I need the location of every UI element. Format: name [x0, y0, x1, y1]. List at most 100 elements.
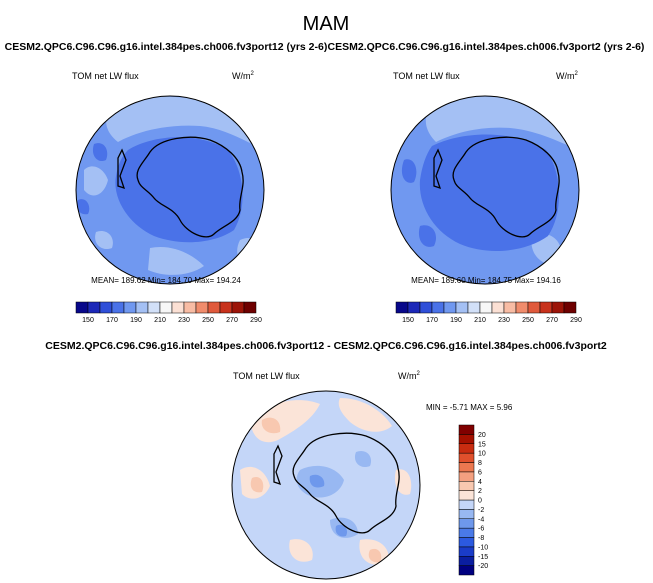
- right-colorbar-tick-label: 210: [474, 317, 486, 324]
- diff-colorbar-tick-label: -4: [478, 516, 484, 523]
- diff-colorbar-tick-label: 15: [478, 441, 486, 448]
- right-colorbar-swatch-12: [539, 301, 553, 314]
- left-colorbar-swatch-11: [207, 301, 221, 314]
- right-colorbar-tick-label: 170: [426, 317, 438, 324]
- diff-colorbar-swatch-2: [458, 546, 475, 557]
- left-antarctica-coast: [117, 136, 244, 238]
- panel-difference: CESM2.QPC6.C96.C96.g16.intel.384pes.ch00…: [45, 340, 607, 580]
- diff-colorbar-swatch-13: [458, 443, 475, 454]
- left-case-title: CESM2.QPC6.C96.C96.g16.intel.384pes.ch00…: [5, 41, 328, 53]
- left-colorbar-tick-label: 170: [106, 317, 118, 324]
- diff-colorbar-swatch-11: [458, 462, 475, 473]
- diff-colorbar-swatch-6: [458, 509, 475, 519]
- diff-colorbar-swatch-0: [458, 565, 475, 576]
- left-colorbar-tick-label: 150: [82, 317, 94, 324]
- diff-map-cool-regions: [296, 450, 372, 538]
- right-colorbar-swatch-1: [407, 301, 421, 314]
- left-stats: MEAN= 189.62 Min= 184.70 Max= 194.24: [91, 276, 241, 285]
- panel-right: CESM2.QPC6.C96.C96.g16.intel.384pes.ch00…: [328, 41, 645, 324]
- left-map-border: [75, 95, 265, 285]
- diff-map: [232, 391, 420, 579]
- right-colorbar-swatch-8: [491, 301, 505, 314]
- diff-colorbar-tick-label: -20: [478, 563, 488, 570]
- diff-map-border: [231, 390, 421, 580]
- left-colorbar-swatch-5: [135, 301, 149, 314]
- diff-colorbar-swatch-7: [458, 499, 475, 510]
- right-units-label: W/m2: [556, 71, 579, 81]
- diff-colorbar-tick-label: 10: [478, 451, 486, 458]
- left-map-darker-patch: [76, 143, 108, 215]
- left-colorbar-swatch-1: [87, 301, 101, 314]
- diff-colorbar-tick-label: 20: [478, 432, 486, 439]
- diff-colorbar-tick-label: -6: [478, 526, 484, 533]
- right-map: [391, 96, 579, 284]
- left-colorbar-swatch-3: [111, 301, 125, 314]
- right-colorbar-swatch-13: [551, 301, 565, 314]
- right-variable-label: TOM net LW flux: [393, 71, 460, 81]
- left-colorbar-tick-label: 210: [154, 317, 166, 324]
- right-colorbar-tick-label: 150: [402, 317, 414, 324]
- right-colorbar-swatch-6: [467, 301, 481, 314]
- left-colorbar-tick-label: 230: [178, 317, 190, 324]
- diff-colorbar-swatch-14: [458, 434, 475, 444]
- right-colorbar-swatch-7: [479, 301, 493, 314]
- diff-colorbar-swatch-4: [458, 527, 475, 538]
- right-colorbar-swatch-3: [431, 301, 445, 314]
- diff-colorbar-tick-label: -15: [478, 554, 488, 561]
- diff-colorbar-swatch-10: [458, 471, 475, 482]
- left-map-darker-region: [115, 137, 243, 243]
- left-colorbar-swatch-8: [171, 301, 185, 314]
- left-colorbar-swatch-0: [75, 301, 89, 314]
- left-map-lighter-patch-2: [95, 230, 204, 275]
- diff-colorbar-swatch-15: [458, 424, 475, 435]
- left-colorbar: 150 170 190 210 230 250 270 290: [75, 301, 262, 324]
- right-colorbar-swatch-11: [527, 301, 541, 314]
- diff-colorbar-tick-label: 4: [478, 479, 482, 486]
- right-colorbar-swatch-14: [563, 301, 577, 314]
- diff-stats: MIN = -5.71 MAX = 5.96: [426, 403, 513, 412]
- left-units-label: W/m2: [232, 71, 255, 81]
- diff-colorbar-swatch-12: [458, 452, 475, 463]
- right-stats: MEAN= 189.60 Min= 184.75 Max= 194.16: [411, 276, 561, 285]
- right-case-title: CESM2.QPC6.C96.C96.g16.intel.384pes.ch00…: [328, 41, 645, 53]
- diff-colorbar-tick-label: 8: [478, 460, 482, 467]
- diff-antarctica-coast: [273, 432, 400, 534]
- diff-colorbar-tick-label: -2: [478, 507, 484, 514]
- right-colorbar-swatch-2: [419, 301, 433, 314]
- right-colorbar-tick-label: 290: [570, 317, 582, 324]
- right-antarctica-coast: [433, 136, 560, 238]
- diff-colorbar-tick-label: 0: [478, 498, 482, 505]
- diff-colorbar-swatch-5: [458, 518, 475, 529]
- diff-title: CESM2.QPC6.C96.C96.g16.intel.384pes.ch00…: [45, 340, 607, 352]
- diff-colorbar-tick-label: -8: [478, 535, 484, 542]
- right-colorbar-swatch-4: [443, 301, 457, 314]
- left-colorbar-swatch-4: [123, 301, 137, 314]
- right-map-border: [390, 95, 580, 285]
- diff-colorbar-tick-label: 6: [478, 469, 482, 476]
- right-colorbar-tick-label: 190: [450, 317, 462, 324]
- right-colorbar-tick-label: 270: [546, 317, 558, 324]
- diff-map-cooler-spots: [309, 474, 348, 537]
- panel-left: CESM2.QPC6.C96.C96.g16.intel.384pes.ch00…: [5, 41, 328, 324]
- diff-colorbar-tick-label: 2: [478, 488, 482, 495]
- right-colorbar-tick-label: 250: [522, 317, 534, 324]
- diff-variable-label: TOM net LW flux: [233, 371, 300, 381]
- diff-colorbar-tick-label: -10: [478, 544, 488, 551]
- right-colorbar-swatch-9: [503, 301, 517, 314]
- diff-colorbar-swatch-9: [458, 481, 475, 491]
- diff-units-label: W/m2: [398, 371, 421, 381]
- left-colorbar-swatch-6: [147, 301, 161, 314]
- diff-colorbar-swatch-3: [458, 537, 475, 548]
- diff-colorbar-swatch-1: [458, 556, 475, 566]
- left-colorbar-swatch-10: [195, 301, 209, 314]
- left-map: [76, 96, 264, 284]
- left-colorbar-swatch-14: [243, 301, 257, 314]
- right-colorbar-swatch-0: [395, 301, 409, 314]
- right-colorbar-swatch-5: [455, 301, 469, 314]
- left-variable-label: TOM net LW flux: [72, 71, 139, 81]
- left-colorbar-swatch-7: [159, 301, 173, 314]
- right-map-lighter-region: [425, 96, 578, 265]
- left-colorbar-tick-label: 270: [226, 317, 238, 324]
- left-colorbar-swatch-9: [183, 301, 197, 314]
